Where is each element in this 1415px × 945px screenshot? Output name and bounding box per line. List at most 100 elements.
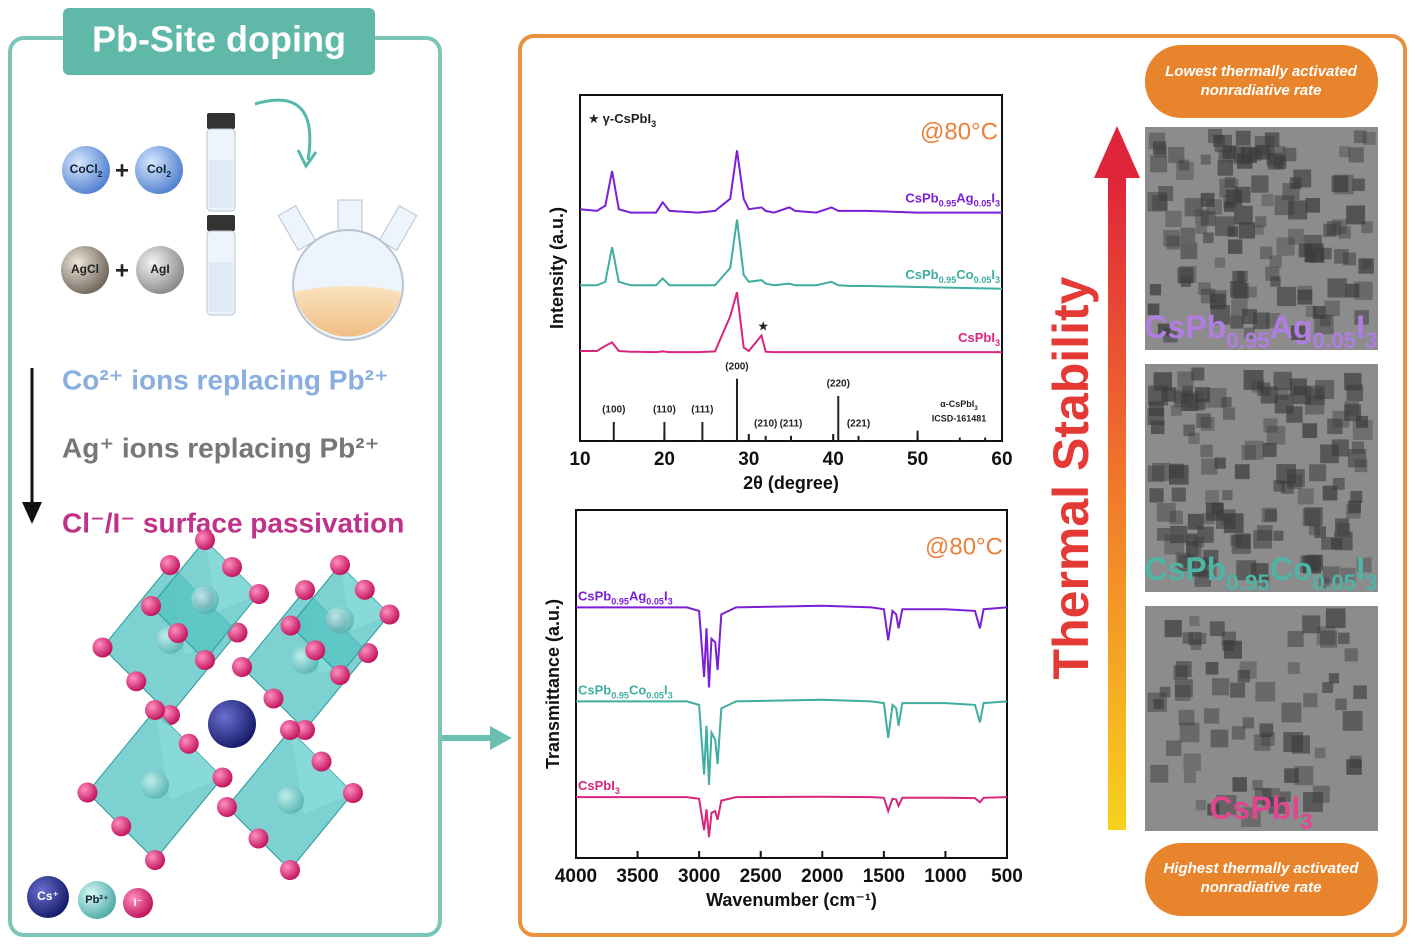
nanocube [1263,418,1278,433]
nanocube [1356,557,1372,573]
nanocube [1221,396,1232,408]
precursor-label: CoCl2 [70,162,103,179]
mechanism-text: Ag⁺ ions replacing Pb²⁺ [62,432,379,463]
i-atom [178,733,199,754]
nanocube [1249,148,1263,161]
legend-label: I⁻ [134,897,143,909]
nanocube [1280,791,1291,803]
nanocube [1211,678,1230,696]
nanocube [1303,693,1318,708]
nanocube [1238,222,1255,239]
nanocube [1231,299,1248,316]
nanocube [1302,508,1321,527]
nanocube [1234,464,1250,480]
nanocube [1163,328,1178,343]
nanocube [1194,570,1211,587]
nanocube [1165,740,1182,756]
i-atom [212,767,233,788]
x-tick-label: 50 [907,449,928,470]
nanocube [1281,702,1302,723]
mechanism-text: Co²⁺ ions replacing Pb²⁺ [62,364,389,395]
i-atom [295,580,315,600]
nanocube [1336,523,1351,537]
x-tick-label: 30 [738,449,759,470]
reference-label: (220) [827,379,850,390]
nanocube [1147,191,1167,212]
nanocube [1242,308,1258,325]
nanocube [1161,387,1176,402]
nanocube [1316,626,1336,645]
nanocube [1346,205,1366,225]
nanocube [1321,537,1334,550]
nanocube [1210,293,1226,310]
nanocube [1338,226,1351,239]
nanocube [1158,186,1174,201]
note-text: nonradiative rate [1201,879,1322,896]
nanocube [1322,566,1340,584]
nanocube [1173,665,1188,680]
nanocube [1361,259,1372,270]
legend-ball [27,876,69,918]
nanocube [1353,685,1367,700]
i-atom [311,751,332,772]
nanocube [1194,208,1210,223]
nanocube [1253,530,1272,549]
nanocube [1197,526,1214,543]
i-atom [222,557,242,577]
marker-symbol: ★ [588,111,600,126]
plus-sign: + [115,257,129,284]
crystal-structure [77,530,400,880]
i-atom [280,860,300,880]
nanocube [1230,315,1244,329]
nanocube [1314,314,1334,335]
nanocube [1150,420,1165,435]
x-tick-label: 2500 [740,866,782,887]
nanocube [1228,146,1245,163]
nanocube [1349,755,1362,768]
nanocube [1350,490,1363,503]
nanocube [1236,560,1257,581]
i-atom [330,665,350,685]
pb-atom [276,786,304,814]
nanocube [1222,640,1234,652]
i-atom [141,596,161,616]
nanocube [1147,303,1160,316]
i-atom [232,657,252,677]
nanocube [1210,305,1231,325]
stability-label: Thermal Stability [1043,276,1099,679]
nanocube [1218,150,1230,162]
arrow-head [296,149,318,169]
x-tick-label: 20 [654,449,675,470]
nanocube [1243,370,1264,390]
nanocube [1149,284,1162,296]
i-atom [354,579,375,600]
nanocube [1335,518,1349,533]
nanocube [1269,255,1282,268]
nanocube [1169,510,1183,525]
i-atom [77,782,98,803]
i-atom [195,530,215,550]
spectrum-line [576,604,1008,688]
nanocube [1178,159,1190,171]
note-pill [1145,843,1378,916]
nanocube [1191,367,1205,381]
reference-label: (111) [691,405,713,416]
precursor-label: CoI2 [147,162,171,179]
note-text: Lowest thermally activated [1165,63,1358,80]
nanocube [1200,192,1215,207]
nanocube [1264,132,1280,147]
i-atom [343,783,363,803]
arrow-head [1094,126,1140,178]
nanocube [1200,154,1211,165]
i-atom [263,688,284,709]
nanocube [1222,407,1236,420]
nanocube [1261,194,1274,207]
nanocube [1293,169,1312,188]
nanocube [1335,698,1347,711]
nanocube [1237,153,1253,169]
reference-label: (210) [754,418,777,429]
nanocube [1230,280,1247,298]
nanocube [1287,630,1304,648]
series-label: CsPb0.95Ag0.05I3 [578,589,673,607]
precursor-ball [135,146,183,194]
